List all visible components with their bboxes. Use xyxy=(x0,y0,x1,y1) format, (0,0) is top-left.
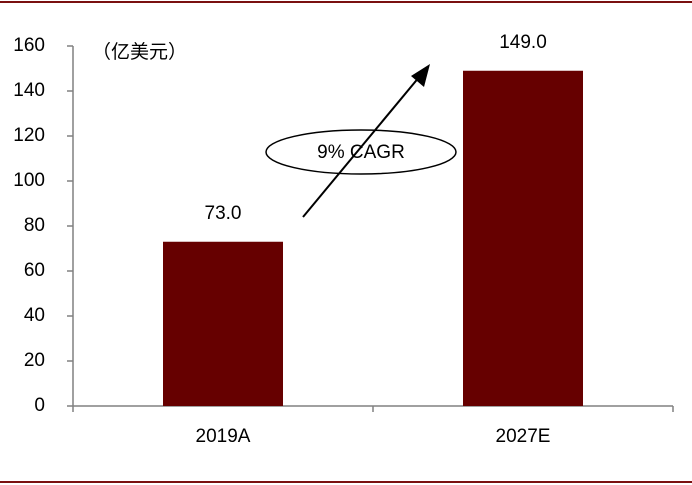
bar xyxy=(463,70,583,406)
value-label: 73.0 xyxy=(205,203,242,224)
value-label: 149.0 xyxy=(499,32,547,53)
x-tick-label: 2027E xyxy=(496,426,551,447)
y-tick-label: 100 xyxy=(13,170,45,191)
unit-label: （亿美元） xyxy=(92,41,187,63)
y-tick-label: 0 xyxy=(34,395,45,416)
y-tick-label: 120 xyxy=(13,125,45,146)
cagr-arrow xyxy=(302,75,421,218)
y-tick-label: 40 xyxy=(24,305,45,326)
annotation-ellipse xyxy=(265,129,457,175)
y-tick-label: 140 xyxy=(13,80,45,101)
y-tick-label: 20 xyxy=(24,350,45,371)
annotation: 9% CAGR xyxy=(317,142,405,163)
y-tick-label: 60 xyxy=(24,260,45,281)
x-tick-label: 2019A xyxy=(196,426,251,447)
y-tick-label: 160 xyxy=(13,35,45,56)
y-tick-label: 80 xyxy=(24,215,45,236)
arrow-head xyxy=(411,64,430,87)
bar xyxy=(163,241,283,406)
